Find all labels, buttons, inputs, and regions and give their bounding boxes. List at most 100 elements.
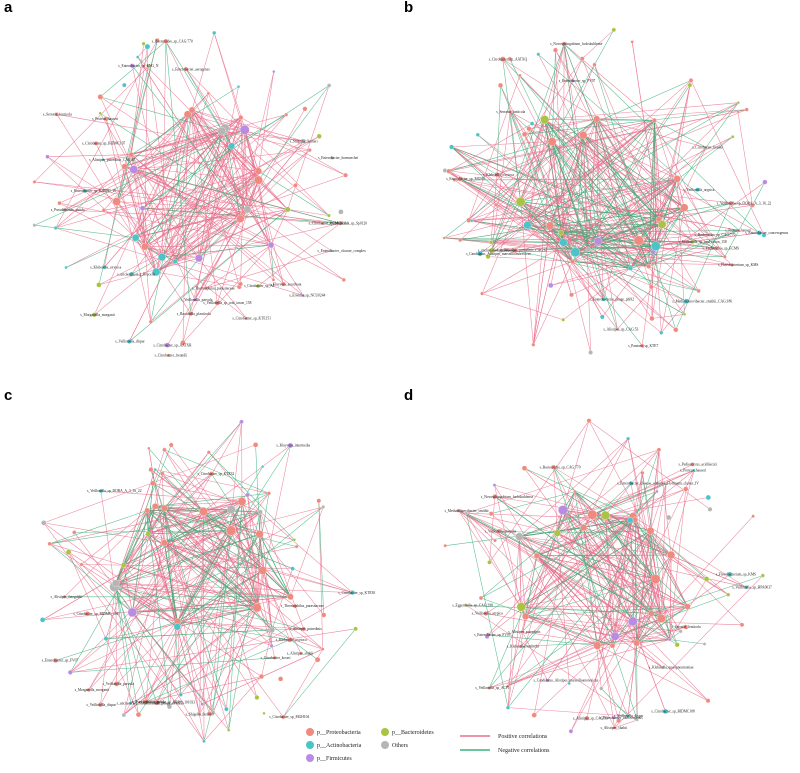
taxon-label: s_Enterobacter_sp_FV07 bbox=[474, 633, 511, 637]
positive-edge bbox=[170, 444, 263, 571]
taxon-node-proteobacteria bbox=[545, 221, 555, 230]
positive-edge bbox=[494, 484, 538, 556]
positive-edge bbox=[656, 449, 660, 492]
taxon-node-firmicutes bbox=[655, 489, 659, 494]
taxon-node-proteobacteria bbox=[287, 593, 294, 601]
taxon-node-others bbox=[635, 718, 639, 722]
taxon-label: s_Candidatus_Alistipes_marseilloanorexic… bbox=[466, 252, 531, 256]
taxon-node-proteobacteria bbox=[84, 611, 90, 617]
negative-edge bbox=[146, 510, 273, 631]
positive-edge bbox=[177, 621, 304, 630]
positive-edge bbox=[536, 555, 613, 646]
negative-edge bbox=[675, 203, 732, 330]
taxon-label: s_Alistipes_putredinis_CAG:67 bbox=[501, 249, 547, 253]
positive-edge bbox=[669, 554, 672, 640]
positive-edge bbox=[466, 605, 638, 721]
taxon-node-others bbox=[301, 138, 307, 144]
taxon-node-proteobacteria bbox=[561, 41, 567, 47]
negative-edge bbox=[636, 613, 652, 644]
taxon-label: s_Bacteroides_sp_CAG:770 bbox=[152, 40, 193, 44]
taxon-label: s_Alistipes_shahii bbox=[601, 726, 627, 730]
positive-edge bbox=[123, 542, 165, 716]
positive-edge bbox=[205, 250, 332, 289]
negative-edge bbox=[525, 578, 656, 617]
negative-edge bbox=[612, 554, 672, 646]
positive-edge bbox=[458, 510, 522, 608]
positive-edge bbox=[519, 536, 615, 728]
negative-edge bbox=[115, 533, 260, 584]
positive-edge bbox=[460, 178, 589, 250]
negative-edge bbox=[152, 483, 232, 531]
taxon-node-bacteroidetes bbox=[254, 695, 260, 700]
taxon-label: s_Kluyvera_ascorbata bbox=[269, 282, 301, 286]
taxon-node-proteobacteria bbox=[521, 465, 528, 471]
negative-edge bbox=[155, 506, 261, 513]
taxon-node-actinobacteria bbox=[64, 265, 68, 270]
taxon-node-others bbox=[321, 505, 326, 509]
edges-d bbox=[445, 420, 763, 732]
positive-edge bbox=[525, 616, 598, 646]
negative-edge bbox=[164, 507, 204, 512]
positive-edge bbox=[221, 130, 310, 151]
positive-edge bbox=[670, 470, 695, 556]
taxon-node-proteobacteria bbox=[93, 141, 99, 146]
negative-edge bbox=[544, 119, 639, 241]
positive-edge bbox=[203, 676, 262, 742]
positive-edge bbox=[527, 64, 595, 226]
taxon-node-firmicutes bbox=[139, 205, 146, 211]
taxon-node-proteobacteria bbox=[446, 168, 452, 174]
taxon-node-proteobacteria bbox=[47, 541, 52, 546]
taxon-label: s_Enterobacter_sp_ENG_N bbox=[118, 64, 159, 68]
taxon-node-proteobacteria bbox=[272, 655, 277, 660]
taxon-label: s_Enterobacter_cloacae_complex bbox=[318, 249, 366, 253]
taxon-node-proteobacteria bbox=[522, 612, 530, 620]
positive-edge bbox=[596, 118, 652, 287]
taxon-node-proteobacteria bbox=[680, 203, 689, 212]
positive-edge bbox=[191, 109, 259, 181]
taxon-node-proteobacteria bbox=[512, 247, 519, 254]
negative-edge bbox=[177, 570, 263, 622]
positive-edge bbox=[243, 211, 341, 224]
positive-edge bbox=[203, 445, 291, 512]
negative-edge bbox=[560, 203, 731, 233]
taxon-label: s_Shigella_flexneri bbox=[186, 712, 214, 716]
taxon-label: s_Shigella_flexneri bbox=[290, 139, 318, 143]
positive-edge bbox=[536, 514, 593, 557]
taxon-node-firmicutes bbox=[492, 483, 497, 487]
positive-edge bbox=[114, 586, 203, 705]
taxon-node-proteobacteria bbox=[633, 235, 644, 246]
positive-edge bbox=[507, 618, 662, 687]
positive-edge bbox=[588, 420, 711, 510]
positive-edge bbox=[520, 119, 545, 202]
taxon-node-firmicutes bbox=[287, 442, 294, 449]
taxon-node-proteobacteria bbox=[744, 107, 749, 112]
taxon-label: s_Serratia_fonticola bbox=[672, 625, 701, 629]
negative-edge bbox=[466, 513, 509, 708]
positive-edge bbox=[145, 508, 165, 702]
positive-edge bbox=[662, 207, 685, 225]
taxon-node-proteobacteria bbox=[151, 503, 159, 510]
negative-edge bbox=[507, 578, 656, 687]
positive-edge bbox=[133, 169, 157, 273]
negative-edge bbox=[156, 533, 260, 703]
taxon-node-proteobacteria bbox=[584, 715, 590, 721]
negative-edge bbox=[132, 607, 258, 613]
positive-edge bbox=[144, 211, 244, 247]
legend-swatch-actinobacteria bbox=[306, 741, 314, 749]
positive-edge bbox=[148, 66, 176, 262]
positive-edge bbox=[652, 251, 699, 292]
taxon-node-proteobacteria bbox=[53, 658, 59, 663]
negative-edge bbox=[155, 506, 258, 608]
taxon-node-actinobacteria bbox=[756, 230, 762, 236]
positive-edge bbox=[182, 145, 232, 343]
taxon-node-firmicutes bbox=[245, 492, 250, 498]
taxon-node-actinobacteria bbox=[505, 705, 511, 710]
taxon-node-proteobacteria bbox=[656, 447, 662, 452]
positive-edge bbox=[520, 527, 584, 608]
positive-edge bbox=[612, 519, 636, 646]
taxon-node-actinobacteria bbox=[744, 585, 749, 590]
positive-edge bbox=[115, 583, 117, 684]
taxon-label: s_Veillonella_sp_DORA_A_3_16_22 bbox=[717, 202, 772, 206]
positive-edge bbox=[318, 500, 323, 650]
